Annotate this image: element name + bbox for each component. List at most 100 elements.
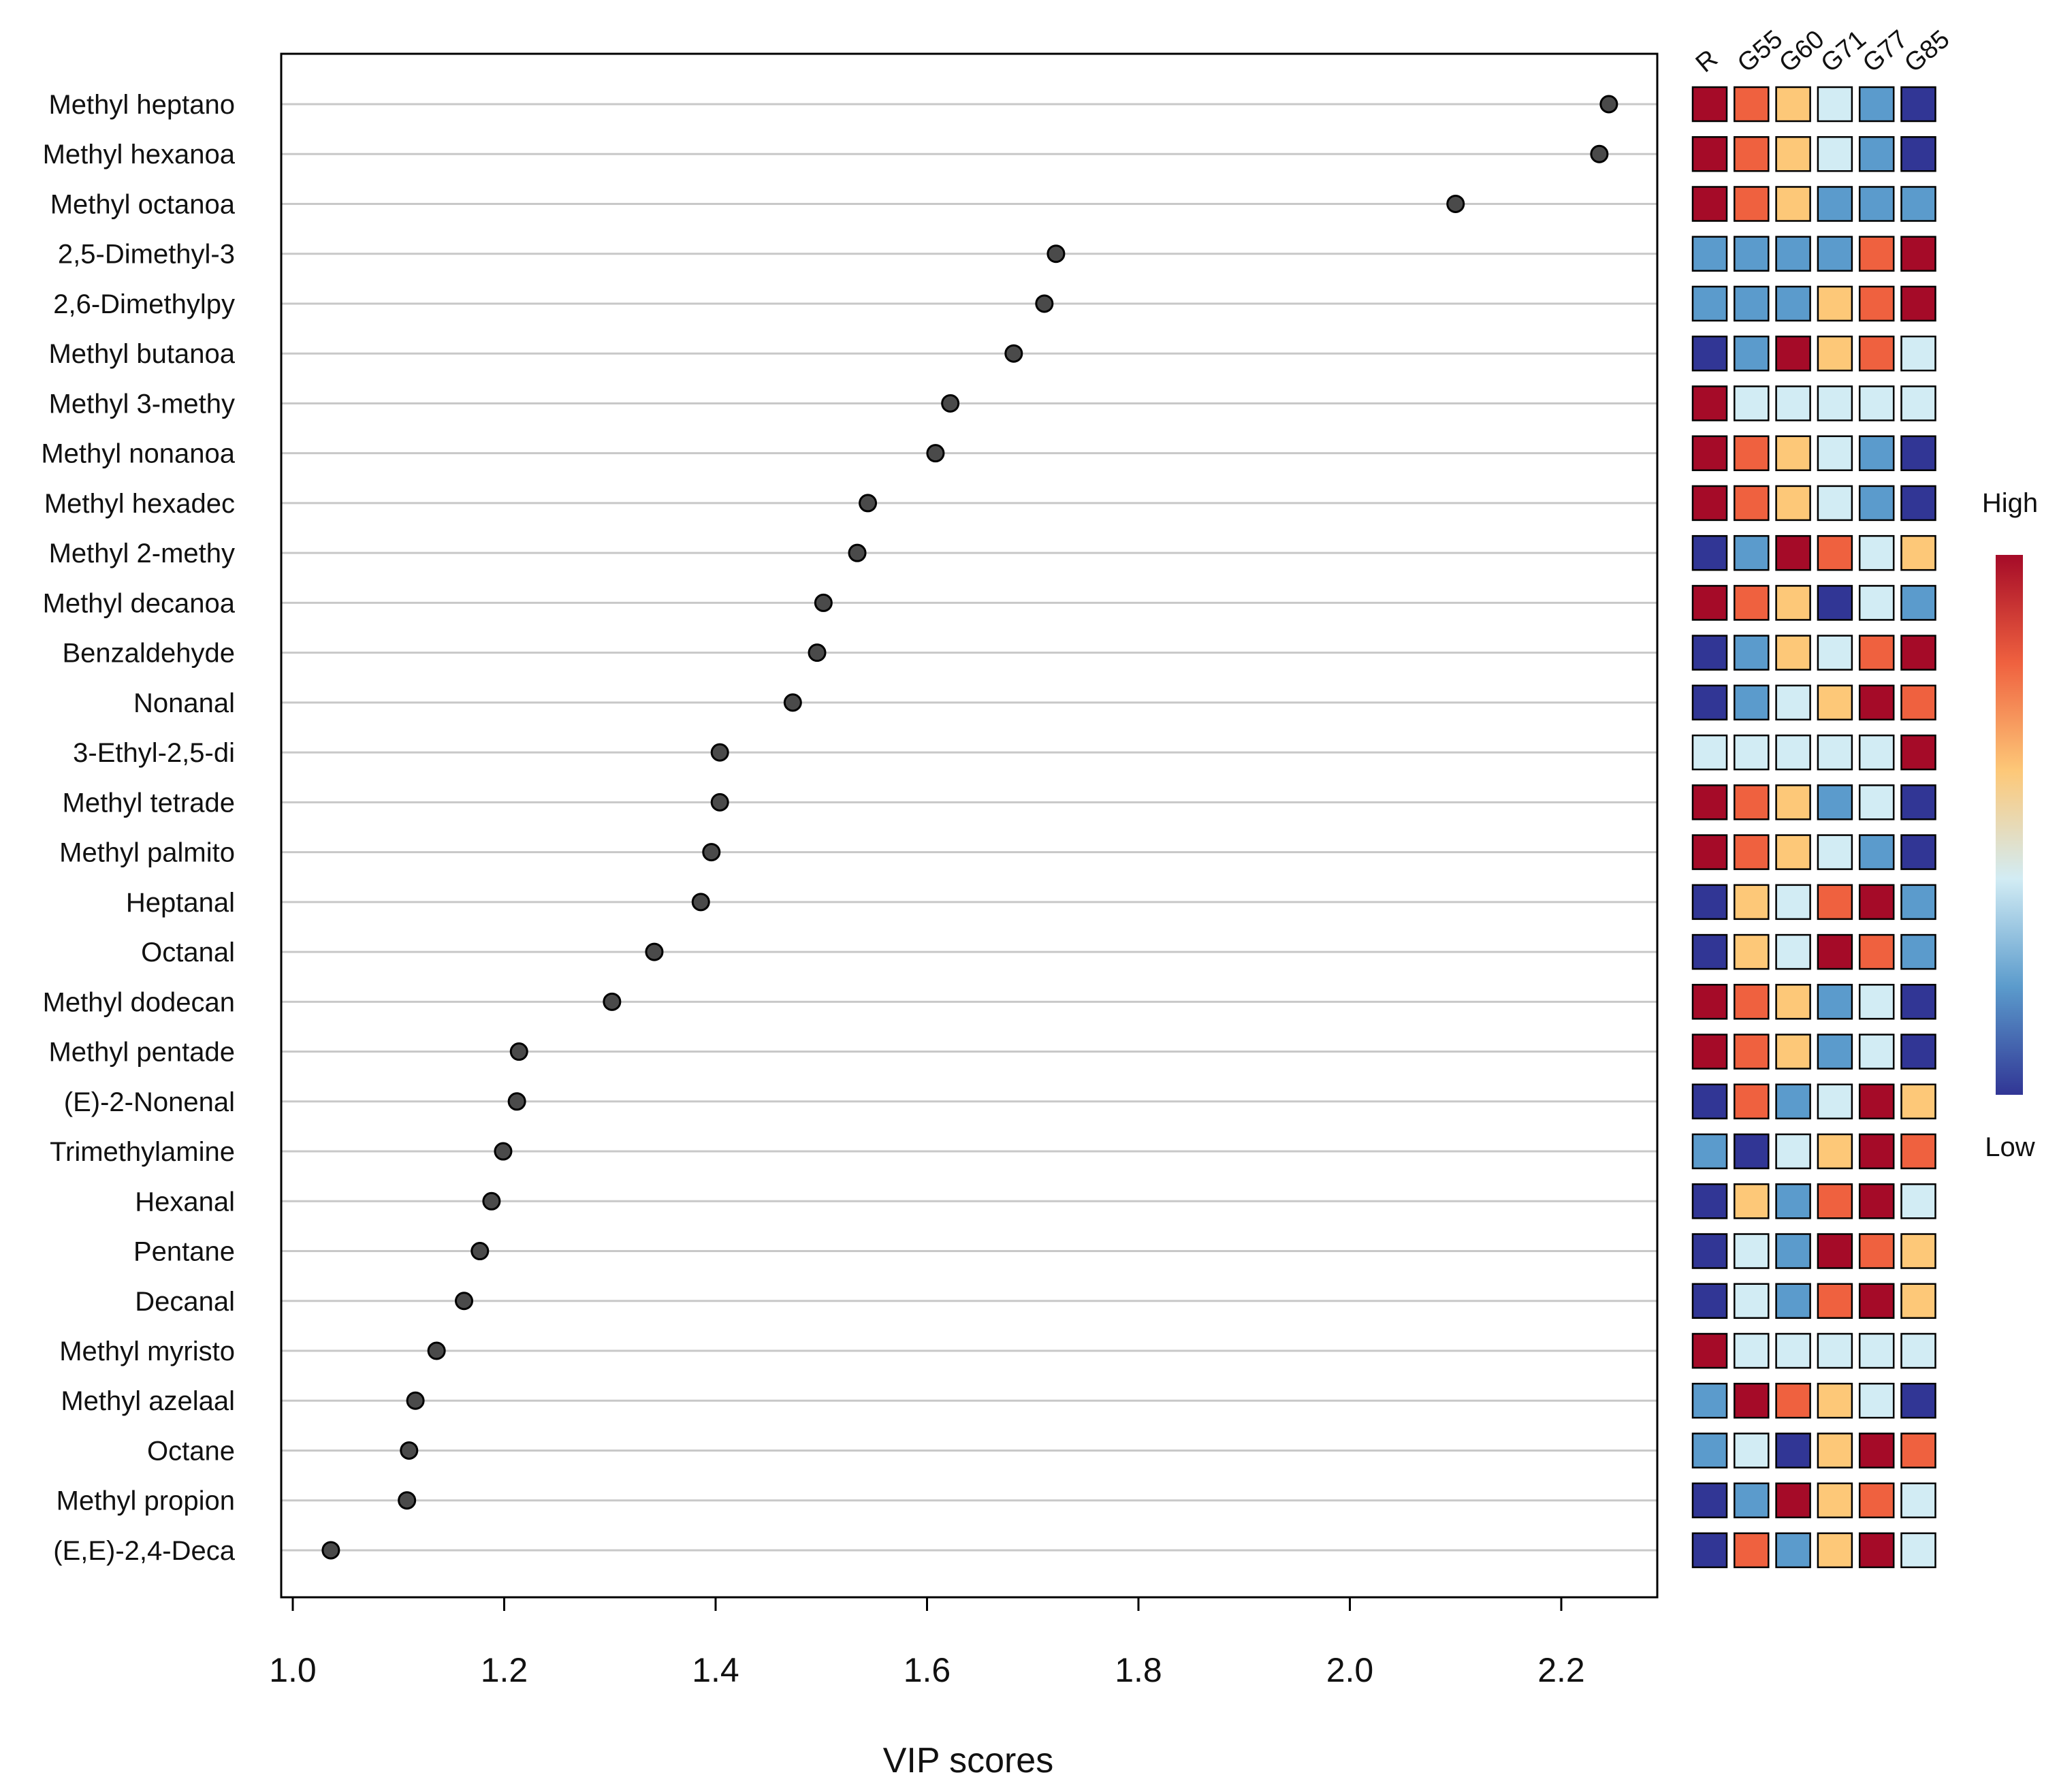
heatmap-cell	[1858, 984, 1895, 1020]
heatmap-cell	[1900, 485, 1936, 522]
heatmap-cell	[1691, 285, 1728, 322]
heatmap-column-label: G85	[1899, 25, 1955, 78]
heatmap-cell	[1817, 534, 1853, 571]
heatmap-cell	[1775, 834, 1811, 870]
heatmap-cell	[1734, 1382, 1770, 1419]
heatmap-cell	[1900, 1532, 1936, 1569]
heatmap-cell	[1775, 435, 1811, 471]
vip-point	[710, 743, 729, 762]
compound-label: Pentane	[133, 1237, 235, 1267]
heatmap-cell	[1734, 585, 1770, 621]
heatmap-cell	[1691, 635, 1728, 671]
heatmap-cell	[1775, 86, 1811, 123]
heatmap-cell	[1817, 135, 1853, 172]
heatmap-cell	[1775, 884, 1811, 921]
heatmap-cell	[1858, 585, 1895, 621]
vip-point	[808, 643, 827, 662]
compound-label: 2,5-Dimethyl-3	[58, 240, 235, 270]
x-tick-label: 1.0	[269, 1651, 317, 1689]
heatmap-cell	[1858, 884, 1895, 921]
heatmap-cell	[1775, 1532, 1811, 1569]
heatmap-cell	[1900, 684, 1936, 721]
heatmap-cell	[1858, 1133, 1895, 1170]
heatmap-cell	[1734, 285, 1770, 322]
heatmap-cell	[1734, 1283, 1770, 1319]
heatmap-cell	[1775, 1183, 1811, 1219]
heatmap-cell	[1858, 1283, 1895, 1319]
heatmap-cell	[1775, 1034, 1811, 1070]
heatmap-cell	[1734, 984, 1770, 1020]
heatmap-cell	[1734, 1433, 1770, 1469]
vip-point	[427, 1341, 446, 1360]
heatmap-cell	[1817, 784, 1853, 820]
vip-point	[406, 1391, 425, 1410]
heatmap-cell	[1734, 734, 1770, 771]
heatmap-cell	[1691, 236, 1728, 272]
heatmap-cell	[1775, 984, 1811, 1020]
vip-point	[400, 1441, 419, 1460]
heatmap-cell	[1858, 186, 1895, 222]
heatmap-cell	[1817, 1183, 1853, 1219]
heatmap-cell	[1734, 435, 1770, 471]
heatmap-cell	[1858, 1233, 1895, 1269]
heatmap-cell	[1691, 884, 1728, 921]
heatmap-cell	[1734, 1133, 1770, 1170]
compound-label: Methyl 3-methy	[49, 389, 235, 419]
heatmap-cell	[1900, 186, 1936, 222]
heatmap-cell	[1900, 734, 1936, 771]
heatmap-cell	[1858, 1482, 1895, 1518]
heatmap-cell	[1817, 1382, 1853, 1419]
heatmap-cell	[1691, 1482, 1728, 1518]
heatmap-cell	[1775, 236, 1811, 272]
heatmap-cell	[1691, 933, 1728, 970]
compound-label: Nonanal	[133, 688, 235, 718]
heatmap-cell	[1691, 186, 1728, 222]
heatmap-cell	[1817, 734, 1853, 771]
plot-area-frame	[280, 52, 1659, 1599]
abundance-heatmap	[1691, 86, 1936, 1569]
heatmap-cell	[1900, 534, 1936, 571]
vip-point	[691, 893, 710, 912]
heatmap-cell	[1775, 585, 1811, 621]
compound-label: Octane	[147, 1436, 235, 1466]
heatmap-cell	[1900, 435, 1936, 471]
heatmap-cell	[1691, 1034, 1728, 1070]
x-axis: 1.0 1.2 1.4 1.6 1.8 2.0 2.2	[269, 1596, 1585, 1689]
vip-point	[1590, 144, 1609, 163]
heatmap-cell	[1734, 784, 1770, 820]
vip-point	[398, 1491, 417, 1510]
heatmap-cell	[1775, 933, 1811, 970]
heatmap-cell	[1775, 1083, 1811, 1120]
heatmap-cell	[1858, 1532, 1895, 1569]
heatmap-cell	[1858, 635, 1895, 671]
heatmap-cell	[1775, 1133, 1811, 1170]
heatmap-cell	[1817, 1083, 1853, 1120]
heatmap-cell	[1691, 485, 1728, 522]
heatmap-cell	[1817, 1482, 1853, 1518]
vip-point	[1599, 95, 1618, 114]
heatmap-cell	[1858, 335, 1895, 372]
vip-point	[848, 543, 867, 562]
heatmap-cell	[1691, 1433, 1728, 1469]
x-tick-label: 1.4	[692, 1651, 739, 1689]
heatmap-cell	[1858, 834, 1895, 870]
x-tick-label: 1.6	[904, 1651, 951, 1689]
compound-labels: Methyl heptano Methyl hexanoa Methyl octan…	[41, 90, 235, 1566]
heatmap-cell	[1734, 834, 1770, 870]
heatmap-cell	[1858, 385, 1895, 421]
heatmap-cell	[1775, 635, 1811, 671]
vip-point	[710, 793, 729, 812]
legend-high-label: High	[1982, 488, 2038, 518]
heatmap-cell	[1691, 684, 1728, 721]
heatmap-cell	[1691, 1183, 1728, 1219]
heatmap-cell	[1691, 1133, 1728, 1170]
heatmap-cell	[1734, 385, 1770, 421]
heatmap-cell	[1691, 534, 1728, 571]
vip-point	[603, 992, 622, 1011]
heatmap-cell	[1734, 135, 1770, 172]
vip-points	[321, 95, 1618, 1560]
heatmap-cell	[1900, 1034, 1936, 1070]
compound-label: Methyl hexadec	[44, 489, 235, 519]
